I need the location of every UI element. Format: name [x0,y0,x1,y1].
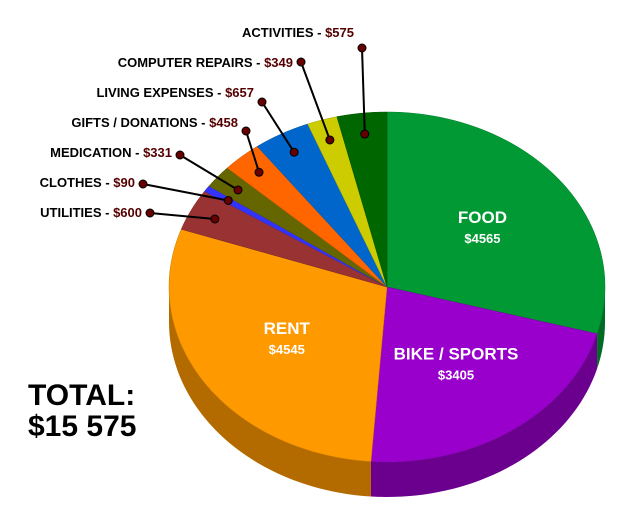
callout-separator: - [198,115,210,130]
callout-label: COMPUTER REPAIRS - $349 [118,55,293,70]
slice-label: RENT [264,319,311,338]
slice-label: FOOD [458,208,507,227]
callout-value: $331 [143,145,172,160]
leader-end [325,135,335,145]
leader-end [254,167,264,177]
callout-label: CLOTHES - $90 [40,175,135,190]
leader-end [289,147,299,157]
slice [226,146,388,288]
callout-category: UTILITIES [40,205,102,220]
callout-separator: - [253,55,265,70]
total-label: TOTAL: [28,379,135,412]
leader-line [142,183,229,202]
pie-tops [168,111,606,463]
leader-line [261,101,295,153]
slice [386,111,606,335]
leader-dot [257,97,267,107]
leader-line [361,47,366,135]
slice-value-label: $4565 [464,231,500,246]
callout-label: ACTIVITIES - $575 [242,25,354,40]
callout-category: MEDICATION [50,145,131,160]
callout-label: MEDICATION - $331 [50,145,172,160]
callout-separator: - [214,85,226,100]
callout-separator: - [132,145,144,160]
slice-value-label: $4545 [269,342,305,357]
slice-side [597,287,605,369]
leader-dot [175,150,185,160]
callout-separator: - [314,25,326,40]
callout-value: $575 [325,25,354,40]
callout-label: UTILITIES - $600 [40,205,142,220]
leader-dot [241,126,251,136]
callout-label: GIFTS / DONATIONS - $458 [71,115,238,130]
slice [336,111,388,288]
slice-label: BIKE / SPORTS [394,345,519,364]
callout-category: CLOTHES [40,175,102,190]
leader-line [245,130,260,173]
callout-value: $349 [264,55,293,70]
leader-line [179,154,239,191]
leader-end [233,185,243,195]
total-value: $15 575 [28,410,136,443]
leader-line [300,61,331,141]
callout-separator: - [102,205,114,220]
callout-value: $90 [113,175,135,190]
leader-dot [296,57,306,67]
callout-value: $458 [209,115,238,130]
pie-sides [169,287,605,497]
callout-value: $600 [113,205,142,220]
leader-line [149,212,215,220]
slice-value-label: $3405 [438,368,474,383]
callout-label: LIVING EXPENSES - $657 [96,85,254,100]
leader-end [360,129,370,139]
callout-separator: - [102,175,114,190]
leader-dot [138,179,148,189]
leader-end [223,195,233,205]
slice-side [169,287,371,497]
callout-category: GIFTS / DONATIONS [71,115,197,130]
leader-dot [145,208,155,218]
callout-category: ACTIVITIES [242,25,314,40]
callout-category: COMPUTER REPAIRS [118,55,253,70]
leader-end [210,214,220,224]
slice [168,228,388,462]
slice [180,191,388,288]
slice [370,286,598,463]
callout-value: $657 [225,85,254,100]
slice-side [370,333,598,497]
leader-dot [357,43,367,53]
labels: FOOD $4565 BIKE / SPORTS $3405 RENT $4545 UTIL… [38,24,519,383]
callout-category: LIVING EXPENSES [96,85,213,100]
